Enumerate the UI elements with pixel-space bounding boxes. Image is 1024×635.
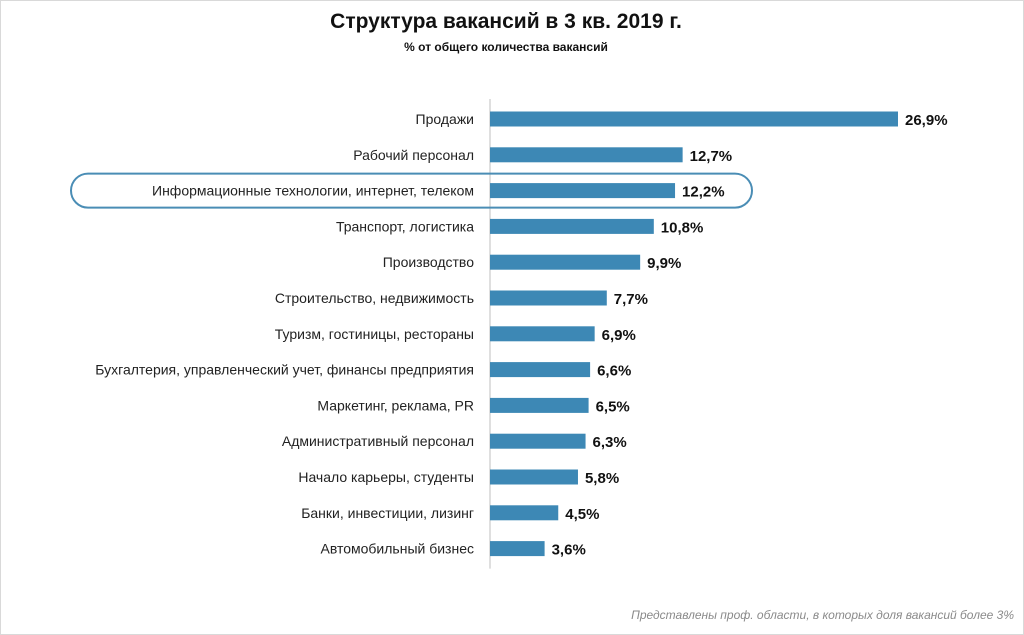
bar: [490, 433, 586, 449]
chart-title: Структура вакансий в 3 кв. 2019 г.: [330, 10, 682, 33]
category-label: Автомобильный бизнес: [320, 541, 474, 557]
bar: [490, 183, 676, 199]
category-label: Административный персонал: [282, 433, 474, 449]
category-label: Производство: [383, 254, 474, 270]
value-label: 3,6%: [552, 542, 586, 559]
bar: [490, 218, 654, 234]
highlight-outline: [70, 172, 753, 209]
bar: [490, 326, 595, 342]
value-label: 6,6%: [597, 363, 631, 380]
category-label: Транспорт, логистика: [336, 218, 474, 234]
value-label: 7,7%: [614, 291, 648, 308]
category-label: Туризм, гостиницы, рестораны: [275, 326, 474, 342]
category-label: Начало карьеры, студенты: [298, 469, 474, 485]
category-label: Продажи: [416, 111, 474, 127]
bar: [490, 541, 545, 557]
category-label: Маркетинг, реклама, PR: [317, 397, 474, 413]
value-label: 5,8%: [585, 470, 619, 487]
bar: [490, 147, 683, 163]
bar: [490, 290, 607, 306]
value-label: 10,8%: [661, 219, 704, 236]
bar: [490, 505, 559, 521]
value-label: 9,9%: [647, 255, 681, 272]
value-label: 6,3%: [593, 434, 627, 451]
category-label: Информационные технологии, интернет, тел…: [152, 183, 474, 199]
bar: [490, 397, 589, 413]
value-label: 4,5%: [565, 506, 599, 523]
bar: [490, 362, 591, 378]
category-label: Бухгалтерия, управленческий учет, финанс…: [95, 362, 474, 378]
value-label: 6,9%: [602, 327, 636, 344]
category-label: Рабочий персонал: [353, 147, 474, 163]
category-label: Строительство, недвижимость: [275, 290, 474, 306]
bar: [490, 469, 578, 485]
bar: [490, 111, 898, 127]
chart-subtitle: % от общего количества вакансий: [404, 40, 608, 54]
value-label: 6,5%: [596, 398, 630, 415]
category-label: Банки, инвестиции, лизинг: [301, 505, 474, 521]
value-label: 12,2%: [682, 184, 725, 201]
value-label: 12,7%: [690, 148, 733, 165]
value-label: 26,9%: [905, 112, 948, 129]
bar: [490, 254, 641, 270]
footnote: Представлены проф. области, в которых до…: [631, 608, 1014, 622]
